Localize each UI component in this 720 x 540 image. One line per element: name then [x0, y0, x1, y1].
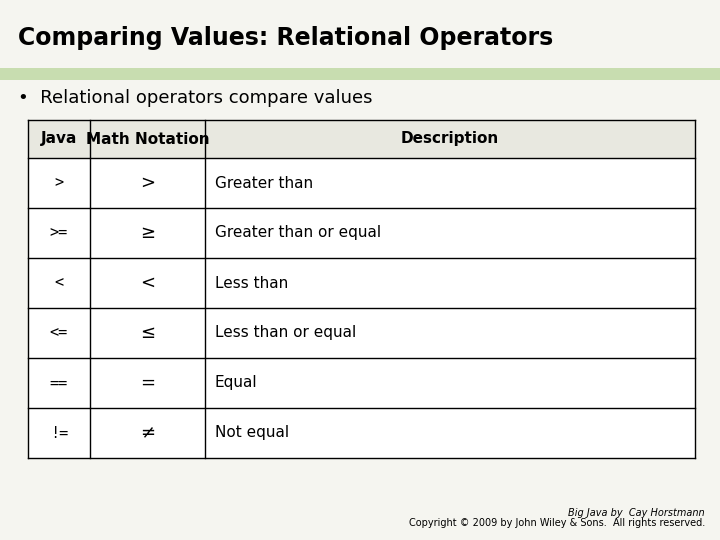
Text: =: =: [140, 374, 155, 392]
Bar: [28, 158, 695, 208]
Bar: [28, 358, 695, 408]
Text: ==: ==: [50, 375, 68, 390]
Text: Not equal: Not equal: [215, 426, 289, 441]
Text: >=: >=: [50, 226, 68, 240]
Text: Description: Description: [401, 132, 499, 146]
Text: Greater than or equal: Greater than or equal: [215, 226, 381, 240]
Bar: [28, 120, 695, 158]
Text: ≥: ≥: [140, 224, 155, 242]
Bar: [28, 208, 695, 258]
Text: Copyright © 2009 by John Wiley & Sons.  All rights reserved.: Copyright © 2009 by John Wiley & Sons. A…: [409, 518, 705, 528]
Text: <: <: [140, 274, 155, 292]
Text: Comparing Values: Relational Operators: Comparing Values: Relational Operators: [18, 26, 553, 50]
Text: Equal: Equal: [215, 375, 258, 390]
Text: <: <: [55, 275, 63, 291]
Text: >: >: [55, 176, 63, 191]
Text: >: >: [140, 174, 155, 192]
Bar: [28, 408, 695, 458]
Text: •  Relational operators compare values: • Relational operators compare values: [18, 89, 372, 107]
Text: Java: Java: [41, 132, 77, 146]
Text: ≠: ≠: [140, 424, 155, 442]
Text: <=: <=: [50, 326, 68, 341]
Text: Less than: Less than: [215, 275, 288, 291]
Text: !=: !=: [50, 426, 68, 441]
Text: ≤: ≤: [140, 324, 155, 342]
Text: Greater than: Greater than: [215, 176, 313, 191]
Bar: [0, 68, 720, 80]
Bar: [28, 258, 695, 308]
Text: Math Notation: Math Notation: [86, 132, 210, 146]
Text: Big Java by  Cay Horstmann: Big Java by Cay Horstmann: [568, 508, 705, 518]
Text: Less than or equal: Less than or equal: [215, 326, 356, 341]
Bar: [28, 308, 695, 358]
